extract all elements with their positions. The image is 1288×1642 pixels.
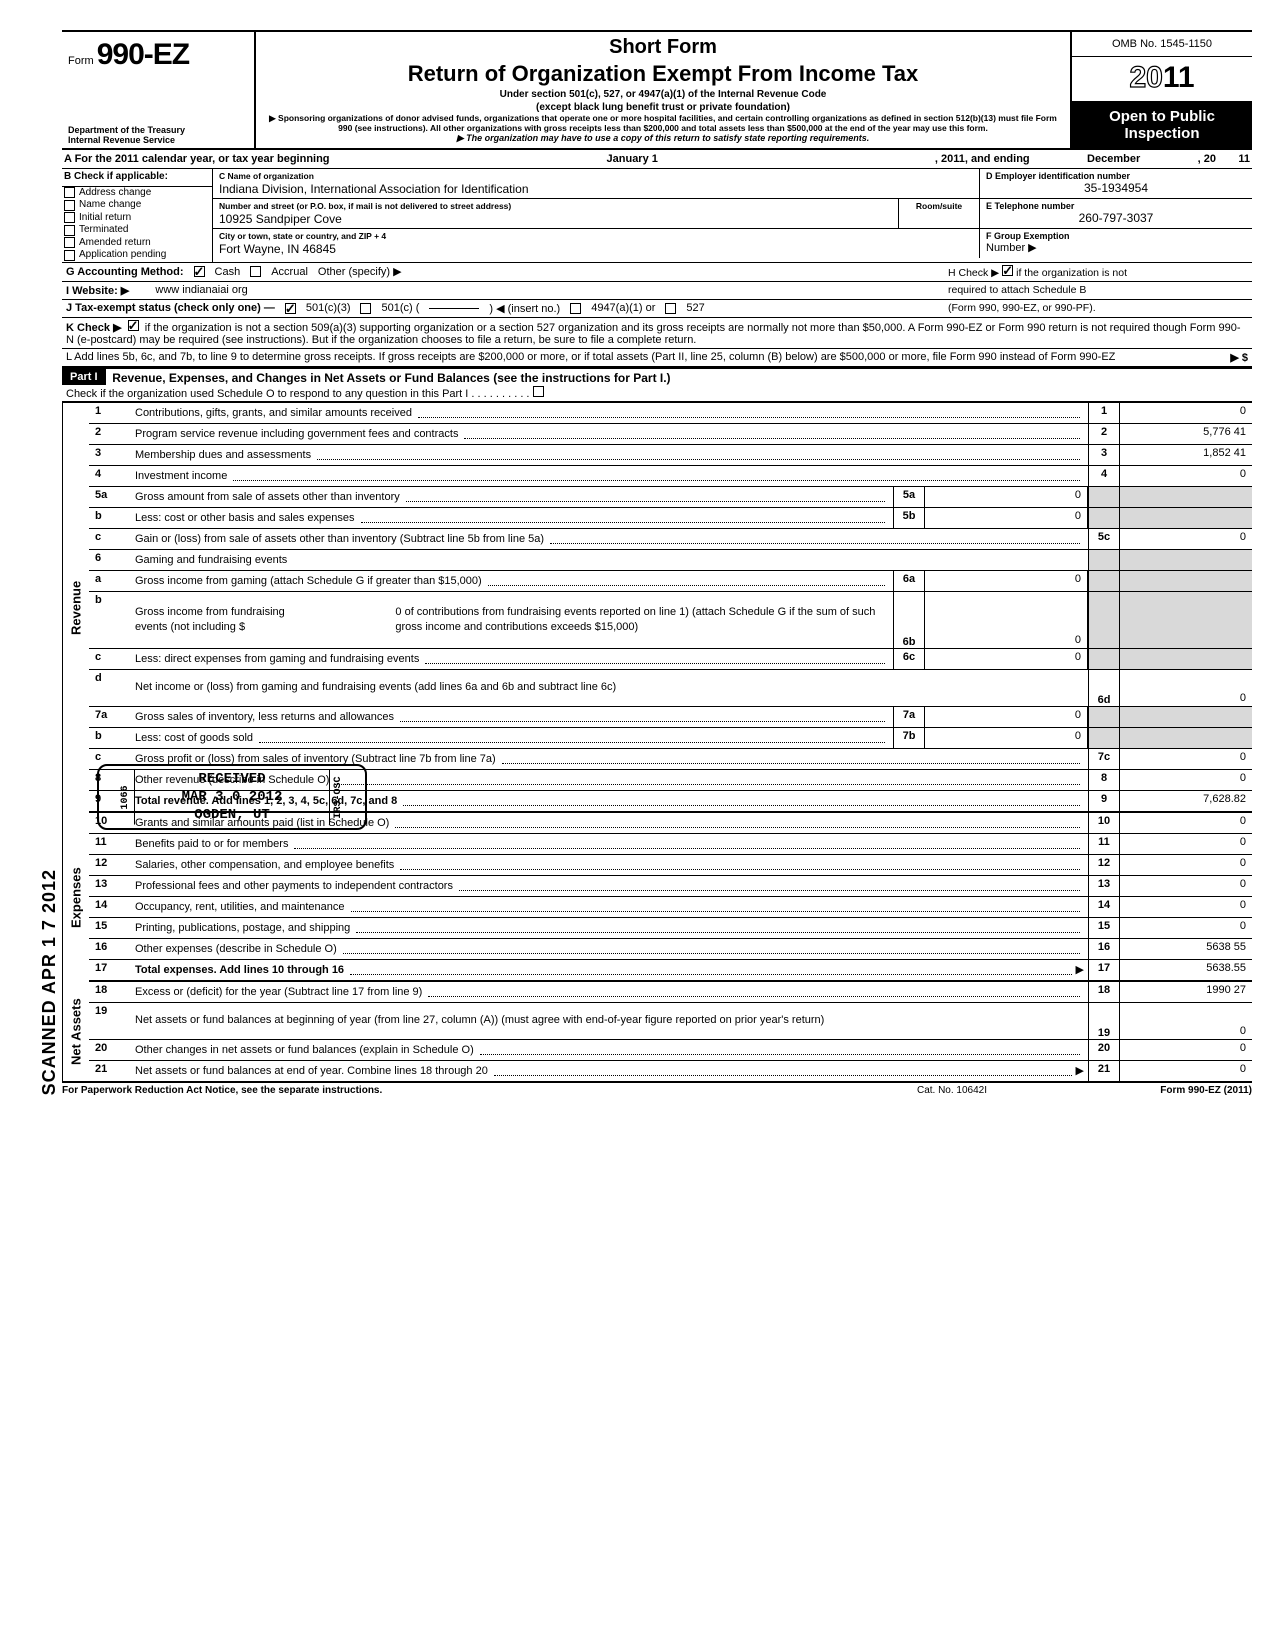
val-6c: 0 bbox=[925, 649, 1088, 669]
telephone: 260-797-3037 bbox=[986, 211, 1246, 225]
col-b-header: B Check if applicable: bbox=[62, 169, 212, 187]
form-fineprint1: ▶ Sponsoring organizations of donor advi… bbox=[266, 113, 1060, 133]
revenue-side-label: Revenue bbox=[62, 403, 89, 813]
chk-k[interactable] bbox=[128, 320, 139, 331]
footer-left: For Paperwork Reduction Act Notice, see … bbox=[62, 1085, 852, 1096]
val-11: 0 bbox=[1120, 834, 1252, 854]
org-name: Indiana Division, International Associat… bbox=[219, 181, 973, 196]
netassets-section: Net Assets 18Excess or (deficit) for the… bbox=[62, 982, 1252, 1081]
val-19: 0 bbox=[1120, 1003, 1252, 1039]
val-3: 1,852 41 bbox=[1120, 445, 1252, 465]
val-9: 7,628.82 bbox=[1120, 791, 1252, 811]
revenue-section: Revenue 1Contributions, gifts, grants, a… bbox=[62, 403, 1252, 813]
h-line3: (Form 990, 990-EZ, or 990-PF). bbox=[948, 302, 1248, 314]
val-7a: 0 bbox=[925, 707, 1088, 727]
tax-year: 2011 bbox=[1072, 57, 1252, 102]
f-label2: Number ▶ bbox=[986, 241, 1246, 254]
chk-terminated[interactable]: Terminated bbox=[62, 224, 212, 237]
chk-name-change[interactable]: Name change bbox=[62, 199, 212, 212]
chk-527[interactable] bbox=[665, 303, 676, 314]
form-title: Return of Organization Exempt From Incom… bbox=[266, 61, 1060, 87]
line-k: K Check ▶ if the organization is not a s… bbox=[62, 318, 1252, 349]
val-13: 0 bbox=[1120, 876, 1252, 896]
val-21: 0 bbox=[1120, 1061, 1252, 1081]
part1-check-line: Check if the organization used Schedule … bbox=[62, 385, 1252, 402]
line-h: H Check ▶ if the organization is not bbox=[948, 265, 1248, 279]
form-header: Form 990-EZ Department of the Treasury I… bbox=[62, 30, 1252, 150]
part1-header: Part I Revenue, Expenses, and Changes in… bbox=[62, 367, 1252, 403]
chk-501c3[interactable] bbox=[285, 303, 296, 314]
val-8: 0 bbox=[1120, 770, 1252, 790]
val-7b: 0 bbox=[925, 728, 1088, 748]
chk-address-change[interactable]: Address change bbox=[62, 187, 212, 200]
received-stamp: 1066 RECEIVED MAR 3 0 2012 OGDEN, UT IRS… bbox=[97, 764, 367, 831]
f-label: F Group Exemption bbox=[986, 231, 1246, 241]
chk-4947[interactable] bbox=[570, 303, 581, 314]
form-number: Form 990-EZ bbox=[68, 38, 248, 72]
c-label: C Name of organization bbox=[219, 171, 973, 181]
expenses-side-label: Expenses bbox=[62, 813, 89, 982]
val-17: 5638.55 bbox=[1120, 960, 1252, 980]
val-16: 5638 55 bbox=[1120, 939, 1252, 959]
form-subtitle1: Under section 501(c), 527, or 4947(a)(1)… bbox=[266, 89, 1060, 100]
chk-501c[interactable] bbox=[360, 303, 371, 314]
chk-application-pending[interactable]: Application pending bbox=[62, 249, 212, 262]
val-4: 0 bbox=[1120, 466, 1252, 486]
line-g: G Accounting Method: Cash Accrual Other … bbox=[62, 263, 1252, 282]
line-a: A For the 2011 calendar year, or tax yea… bbox=[62, 150, 1252, 169]
chk-amended-return[interactable]: Amended return bbox=[62, 237, 212, 250]
website: www indianaiai org bbox=[155, 284, 247, 296]
chk-h[interactable] bbox=[1002, 265, 1013, 276]
addr-label: Number and street (or P.O. box, if mail … bbox=[219, 201, 892, 211]
form-subtitle2: (except black lung benefit trust or priv… bbox=[266, 102, 1060, 113]
chk-accrual[interactable] bbox=[250, 266, 261, 277]
val-5b: 0 bbox=[925, 508, 1088, 528]
val-7c: 0 bbox=[1120, 749, 1252, 769]
open-public-badge: Open to Public Inspection bbox=[1072, 102, 1252, 148]
val-5c: 0 bbox=[1120, 529, 1252, 549]
chk-cash[interactable] bbox=[194, 266, 205, 277]
val-20: 0 bbox=[1120, 1040, 1252, 1060]
val-1: 0 bbox=[1120, 403, 1252, 423]
footer-cat: Cat. No. 10642I bbox=[852, 1085, 1052, 1096]
val-6a: 0 bbox=[925, 571, 1088, 591]
chk-initial-return[interactable]: Initial return bbox=[62, 212, 212, 225]
city-label: City or town, state or country, and ZIP … bbox=[219, 231, 973, 241]
netassets-side-label: Net Assets bbox=[62, 982, 89, 1081]
val-15: 0 bbox=[1120, 918, 1252, 938]
h-line2: required to attach Schedule B bbox=[948, 284, 1248, 296]
identity-block: B Check if applicable: Address change Na… bbox=[62, 169, 1252, 263]
part1-label: Part I bbox=[62, 369, 106, 385]
line-j: J Tax-exempt status (check only one) — 5… bbox=[62, 300, 1252, 318]
expenses-section: Expenses 10Grants and similar amounts pa… bbox=[62, 813, 1252, 982]
line-l: L Add lines 5b, 6c, and 7b, to line 9 to… bbox=[62, 349, 1252, 367]
val-6b: 0 bbox=[925, 592, 1088, 648]
val-6d: 0 bbox=[1120, 670, 1252, 706]
part1-title: Revenue, Expenses, and Changes in Net As… bbox=[106, 369, 1252, 385]
street-address: 10925 Sandpiper Cove bbox=[219, 211, 892, 226]
dept-block: Department of the Treasury Internal Reve… bbox=[68, 126, 248, 146]
footer-form: Form 990-EZ (2011) bbox=[1052, 1085, 1252, 1096]
scanned-stamp: SCANNED APR 1 7 2012 bbox=[39, 869, 60, 1095]
ein: 35-1934954 bbox=[986, 181, 1246, 195]
val-14: 0 bbox=[1120, 897, 1252, 917]
val-10: 0 bbox=[1120, 813, 1252, 833]
omb-number: OMB No. 1545-1150 bbox=[1072, 32, 1252, 57]
val-2: 5,776 41 bbox=[1120, 424, 1252, 444]
room-suite-label: Room/suite bbox=[898, 199, 979, 228]
val-5a: 0 bbox=[925, 487, 1088, 507]
val-18: 1990 27 bbox=[1120, 982, 1252, 1002]
line-i: I Website: ▶ www indianaiai org required… bbox=[62, 282, 1252, 300]
val-12: 0 bbox=[1120, 855, 1252, 875]
chk-schedule-o[interactable] bbox=[533, 386, 544, 397]
e-label: E Telephone number bbox=[986, 201, 1246, 211]
page-footer: For Paperwork Reduction Act Notice, see … bbox=[62, 1081, 1252, 1096]
form-fineprint2: ▶ The organization may have to use a cop… bbox=[266, 133, 1060, 144]
short-form-label: Short Form bbox=[266, 36, 1060, 59]
city-state-zip: Fort Wayne, IN 46845 bbox=[219, 241, 973, 256]
d-label: D Employer identification number bbox=[986, 171, 1246, 181]
